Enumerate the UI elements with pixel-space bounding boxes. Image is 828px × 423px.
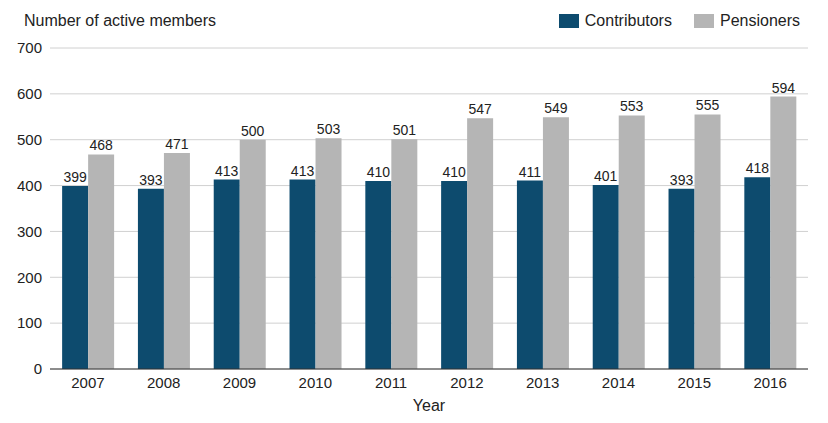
- svg-text:400: 400: [17, 177, 42, 194]
- svg-text:500: 500: [17, 131, 42, 148]
- svg-text:600: 600: [17, 85, 42, 102]
- svg-text:399: 399: [63, 169, 87, 185]
- svg-text:401: 401: [594, 168, 618, 184]
- svg-text:503: 503: [317, 121, 341, 137]
- svg-text:700: 700: [17, 39, 42, 56]
- svg-text:418: 418: [746, 160, 770, 176]
- svg-text:594: 594: [772, 80, 796, 96]
- svg-text:468: 468: [89, 137, 113, 153]
- svg-text:553: 553: [620, 98, 644, 114]
- svg-text:2015: 2015: [678, 374, 711, 391]
- svg-text:0: 0: [34, 360, 42, 377]
- svg-text:547: 547: [468, 101, 492, 117]
- svg-text:2007: 2007: [71, 374, 104, 391]
- svg-text:413: 413: [215, 163, 239, 179]
- svg-text:410: 410: [367, 164, 391, 180]
- svg-text:411: 411: [519, 164, 542, 180]
- svg-text:555: 555: [696, 97, 720, 113]
- svg-text:100: 100: [17, 314, 42, 331]
- svg-text:471: 471: [165, 136, 189, 152]
- svg-text:300: 300: [17, 223, 42, 240]
- svg-text:Year: Year: [413, 397, 446, 414]
- svg-text:2012: 2012: [450, 374, 483, 391]
- svg-text:549: 549: [544, 100, 568, 116]
- html-text:Contributors: Contributors: [584, 12, 672, 29]
- svg-text:2011: 2011: [375, 374, 407, 391]
- svg-text:2013: 2013: [526, 374, 559, 391]
- svg-text:410: 410: [442, 164, 466, 180]
- svg-text:413: 413: [291, 163, 315, 179]
- svg-text:2016: 2016: [753, 374, 786, 391]
- svg-text:393: 393: [139, 172, 163, 188]
- svg-text:2010: 2010: [299, 374, 332, 391]
- html-text:Pensioners: Pensioners: [720, 12, 800, 29]
- svg-text:393: 393: [670, 172, 694, 188]
- svg-text:500: 500: [241, 123, 265, 139]
- svg-text:2014: 2014: [602, 374, 635, 391]
- svg-text:2008: 2008: [147, 374, 180, 391]
- svg-text:2009: 2009: [223, 374, 256, 391]
- html-text:Number of active members: Number of active members: [24, 12, 217, 29]
- svg-text:200: 200: [17, 269, 42, 286]
- svg-text:501: 501: [393, 122, 417, 138]
